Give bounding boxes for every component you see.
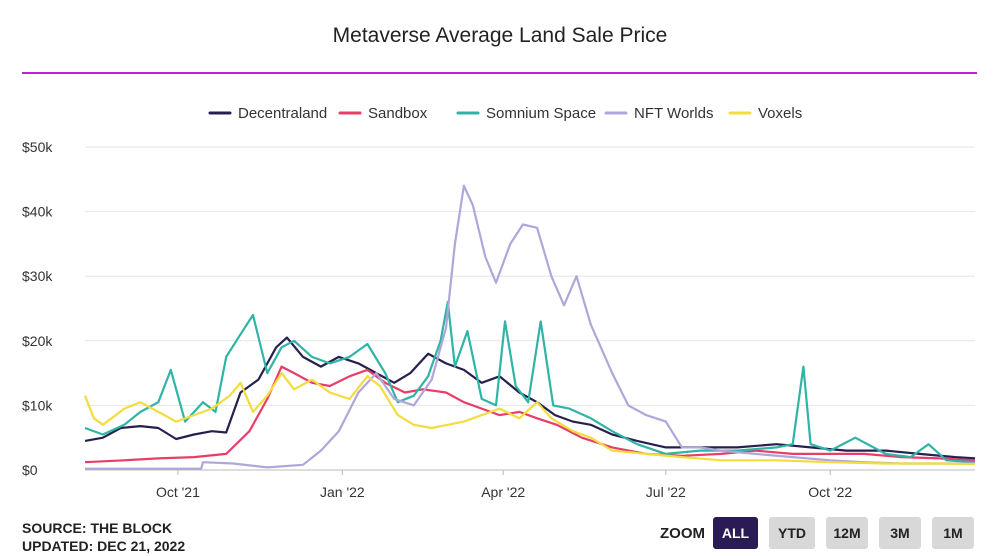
zoom-label: ZOOM [660,524,705,542]
zoom-control: ZOOM ALL YTD 12M 3M 1M [660,516,985,550]
zoom-button-3m[interactable]: 3M [879,517,921,549]
x-tick-label: Oct '22 [808,484,852,500]
gridlines [85,146,975,471]
x-tick-label: Jan '22 [320,484,365,500]
title-divider [22,72,977,74]
source-label: SOURCE: THE BLOCK [22,520,173,536]
series-line-nft-worlds [85,184,975,470]
x-tick-label: Apr '22 [481,484,525,500]
x-tick-label: Jul '22 [646,484,686,500]
zoom-button-all[interactable]: ALL [713,517,758,549]
series-line-sandbox [84,365,976,464]
updated-label: UPDATED: DEC 21, 2022 [22,538,186,554]
x-tick-label: Oct '21 [156,484,200,500]
legend: Decentraland Sandbox Somnium Space NFT Worl… [208,105,802,122]
y-tick-label: $0 [22,462,38,478]
y-axis: $0 $10k $20k $30k $40k $50k [22,139,53,478]
zoom-button-1m[interactable]: 1M [932,517,974,549]
legend-item-nft-worlds[interactable]: NFT Worlds [634,105,713,122]
y-tick-label: $30k [22,268,53,284]
zoom-button-12m[interactable]: 12M [826,517,868,549]
y-tick-label: $40k [22,204,53,220]
legend-item-decentraland[interactable]: Decentraland [238,105,327,122]
source-note: SOURCE: THE BLOCK UPDATED: DEC 21, 2022 [22,519,185,555]
x-axis: Oct '21 Jan '22 Apr '22 Jul '22 Oct '22 [156,470,852,500]
series-line-somnium-space [84,300,976,464]
legend-item-somnium-space[interactable]: Somnium Space [486,105,596,122]
series-line-voxels [83,372,976,466]
y-tick-label: $20k [22,333,53,349]
legend-item-voxels[interactable]: Voxels [758,105,802,122]
chart-title: Metaverse Average Land Sale Price [332,24,668,47]
zoom-button-ytd[interactable]: YTD [769,517,815,549]
y-tick-label: $50k [22,139,53,155]
series-lines [83,184,976,470]
legend-item-sandbox[interactable]: Sandbox [368,105,428,122]
y-tick-label: $10k [22,397,53,413]
